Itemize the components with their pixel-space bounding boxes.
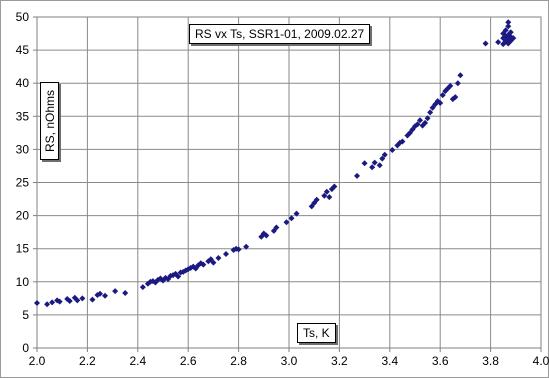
- data-point: [122, 290, 129, 297]
- data-point: [66, 297, 73, 304]
- data-point: [293, 210, 300, 217]
- data-point: [331, 183, 338, 190]
- axis-ticks: [33, 16, 542, 352]
- data-point: [263, 232, 270, 239]
- data-point: [323, 188, 330, 195]
- data-point: [200, 261, 207, 268]
- data-point: [369, 164, 376, 171]
- x-tick-label: 3.0: [281, 354, 298, 368]
- x-tick-label: 3.6: [432, 354, 449, 368]
- data-point: [482, 40, 489, 47]
- data-point: [273, 224, 280, 231]
- data-point: [457, 72, 464, 79]
- data-point: [283, 219, 290, 226]
- data-point: [502, 27, 509, 34]
- y-tick-label: 35: [16, 109, 30, 123]
- y-tick-label: 30: [16, 142, 30, 156]
- grid-lines: [37, 17, 541, 348]
- data-point: [321, 192, 328, 199]
- chart-title: RS vx Ts, SSR1-01, 2009.02.27: [189, 24, 371, 44]
- data-point: [399, 138, 406, 145]
- data-point: [409, 126, 416, 133]
- data-point: [437, 100, 444, 107]
- y-axis-label-box: RS, nOhms: [40, 82, 59, 160]
- data-point: [454, 80, 461, 87]
- data-point: [210, 259, 217, 266]
- data-point: [447, 82, 454, 89]
- data-point: [417, 117, 424, 124]
- data-points: [34, 19, 517, 308]
- data-point: [427, 109, 434, 116]
- x-tick-label: 3.2: [331, 354, 348, 368]
- data-point: [422, 119, 429, 126]
- data-point: [102, 292, 109, 299]
- y-tick-label: 40: [16, 76, 30, 90]
- data-point: [56, 298, 63, 305]
- data-point: [89, 296, 96, 303]
- x-tick-label: 2.8: [230, 354, 247, 368]
- data-point: [505, 19, 512, 26]
- x-tick-label: 3.4: [381, 354, 398, 368]
- data-point: [34, 299, 40, 306]
- y-axis-label: RS, nOhms: [42, 89, 57, 153]
- data-point: [389, 147, 396, 154]
- data-point: [49, 299, 56, 306]
- y-tick-label: 45: [16, 43, 30, 57]
- data-point: [354, 172, 361, 179]
- data-point: [424, 115, 431, 122]
- data-point: [414, 121, 421, 128]
- data-point: [79, 295, 86, 302]
- data-point: [361, 160, 368, 167]
- data-point: [97, 290, 103, 297]
- x-tick-label: 2.2: [79, 354, 96, 368]
- data-point: [288, 215, 295, 222]
- x-tick-label: 2.4: [129, 354, 146, 368]
- data-point: [381, 151, 388, 158]
- x-tick-label: 2.6: [180, 354, 197, 368]
- data-point: [439, 92, 446, 99]
- y-tick-label: 50: [16, 10, 30, 24]
- data-point: [112, 288, 119, 295]
- data-point: [495, 39, 502, 46]
- data-point: [510, 35, 517, 42]
- x-tick-label: 2.0: [29, 354, 46, 368]
- y-tick-label: 20: [16, 209, 30, 223]
- x-axis-label: Ts, K: [297, 323, 336, 343]
- data-point: [243, 243, 250, 250]
- data-point: [452, 94, 459, 101]
- data-point: [313, 196, 320, 203]
- data-point: [505, 23, 512, 30]
- data-point: [74, 297, 81, 304]
- data-point: [235, 246, 242, 253]
- data-point: [215, 254, 222, 261]
- tick-labels: 2.0 2.2 2.4 2.6 2.8 3.0 3.2 3.4 3.6 3.8 4.0 0 5 10 15 2…: [16, 10, 549, 368]
- data-point: [139, 284, 146, 291]
- y-tick-label: 15: [16, 242, 30, 256]
- x-tick-label: 3.8: [482, 354, 499, 368]
- data-point: [326, 194, 333, 201]
- data-point: [175, 273, 182, 280]
- y-tick-label: 0: [22, 341, 29, 355]
- data-point: [379, 155, 386, 162]
- data-point: [44, 301, 51, 308]
- data-point: [507, 29, 514, 36]
- y-tick-label: 25: [16, 176, 30, 190]
- data-point: [223, 250, 229, 257]
- y-tick-label: 10: [16, 275, 30, 289]
- data-point: [371, 159, 378, 166]
- x-tick-label: 4.0: [533, 354, 549, 368]
- y-tick-label: 5: [22, 308, 29, 322]
- data-point: [376, 162, 383, 169]
